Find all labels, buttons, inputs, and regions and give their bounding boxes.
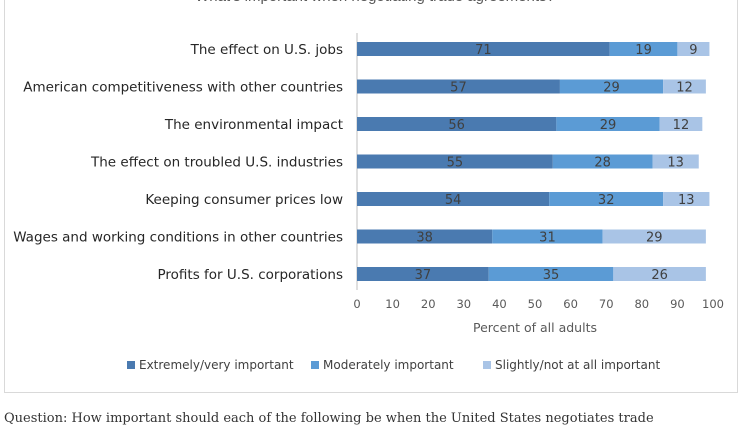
chart-title: What's important when negotiating trade … (195, 0, 555, 5)
x-tick-label: 10 (385, 297, 400, 311)
bar-segment (357, 42, 610, 56)
bar-segment (357, 229, 493, 244)
x-axis-title: Percent of all adults (473, 320, 597, 335)
data-label: 57 (450, 81, 467, 96)
data-label: 38 (416, 231, 433, 246)
bar-segment (602, 229, 706, 244)
bar-segment (556, 117, 660, 131)
bar-segment (357, 117, 557, 131)
data-label: 55 (447, 156, 464, 171)
bar-segment (613, 267, 706, 281)
bar-segment (357, 79, 560, 94)
category-label: Wages and working conditions in other co… (13, 230, 343, 246)
bar-segment (552, 154, 653, 169)
category-label: The effect on U.S. jobs (190, 42, 343, 58)
bar-segment (357, 192, 550, 206)
data-label: 56 (448, 118, 465, 133)
bar-segment (549, 192, 664, 206)
bar-segment (659, 117, 703, 131)
bar-segment (609, 42, 678, 56)
question-caption: Question: How important should each of t… (4, 411, 654, 426)
x-tick-label: 100 (702, 297, 724, 311)
chart-frame: What's important when negotiating trade … (4, 0, 738, 393)
data-label: 37 (415, 268, 432, 283)
stacked-bar-chart: What's important when negotiating trade … (13, 0, 724, 372)
bar-segment (559, 79, 664, 94)
x-tick-label: 40 (492, 297, 507, 311)
bar-segment (652, 154, 699, 169)
data-label: 13 (678, 193, 695, 208)
category-label: Keeping consumer prices low (145, 192, 343, 208)
data-label: 9 (689, 43, 697, 58)
x-tick-label: 0 (353, 297, 360, 311)
data-label: 32 (598, 193, 615, 208)
data-label: 29 (600, 118, 617, 133)
x-tick-label: 30 (456, 297, 471, 311)
category-label: American competitiveness with other coun… (23, 80, 343, 96)
data-label: 13 (667, 156, 684, 171)
bar-segment (357, 154, 553, 169)
x-tick-label: 20 (421, 297, 436, 311)
data-label: 19 (635, 43, 652, 58)
data-label: 29 (646, 231, 663, 246)
category-label: The effect on troubled U.S. industries (90, 155, 343, 171)
category-label: Profits for U.S. corporations (158, 267, 344, 283)
data-label: 28 (594, 156, 611, 171)
legend-label: Extremely/very important (139, 358, 294, 372)
bar-segment (357, 267, 489, 281)
bar-segment (492, 229, 603, 244)
data-label: 35 (543, 268, 560, 283)
data-label: 71 (475, 43, 492, 58)
bar-segment (663, 192, 710, 206)
data-label: 54 (445, 193, 462, 208)
x-tick-label: 50 (528, 297, 543, 311)
x-tick-label: 70 (599, 297, 614, 311)
legend-label: Moderately important (323, 358, 454, 372)
legend-swatch (311, 361, 319, 369)
legend-label: Slightly/not at all important (495, 358, 660, 372)
x-tick-label: 60 (563, 297, 578, 311)
data-label: 12 (673, 118, 690, 133)
data-label: 12 (676, 81, 693, 96)
bar-segment (663, 79, 706, 94)
data-label: 31 (539, 231, 556, 246)
bar-segment (677, 42, 710, 56)
legend-swatch (127, 361, 135, 369)
data-label: 29 (603, 81, 620, 96)
category-label: The environmental impact (164, 117, 343, 133)
data-label: 26 (651, 268, 668, 283)
x-tick-label: 80 (634, 297, 649, 311)
bar-segment (488, 267, 614, 281)
x-tick-label: 90 (670, 297, 685, 311)
legend-swatch (483, 361, 491, 369)
